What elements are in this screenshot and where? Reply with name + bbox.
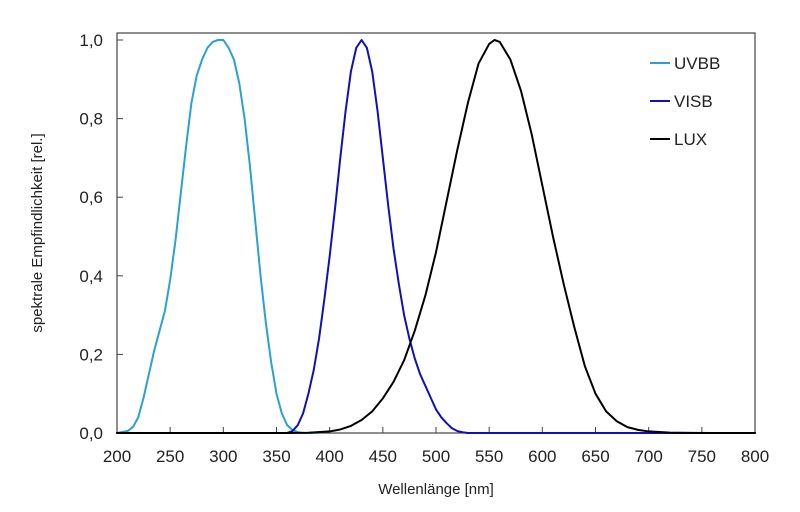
series-line-uvbb [116,39,321,434]
y-tick-label: 0,8 [79,110,103,129]
series-line-visb [116,39,756,434]
x-tick-label: 400 [315,447,343,466]
x-tick-label: 250 [156,447,184,466]
y-tick-label: 0,0 [79,424,103,443]
legend-label-lux: LUX [674,130,707,149]
plot-area-frame [116,32,756,434]
legend-label-visb: VISB [674,92,713,111]
x-tick-label: 350 [262,447,290,466]
x-tick-label: 450 [369,447,397,466]
legend: UVBB VISB LUX [650,54,720,149]
series-lines [116,39,756,434]
x-tick-label: 200 [103,447,131,466]
y-axis: 0,0 0,2 0,4 0,6 0,8 1,0 [79,31,123,443]
series-line-lux [116,39,756,434]
y-tick-label: 0,2 [79,345,103,364]
x-tick-label: 700 [634,447,662,466]
x-tick-label: 800 [741,447,769,466]
x-tick-label: 500 [422,447,450,466]
legend-label-uvbb: UVBB [674,54,720,73]
x-tick-label: 300 [209,447,237,466]
y-axis-label: spektrale Empfindlichkeit [rel.] [29,133,46,332]
y-tick-label: 0,6 [79,188,103,207]
x-tick-label: 650 [581,447,609,466]
x-axis-label: Wellenlänge [nm] [378,481,494,498]
x-tick-label: 550 [475,447,503,466]
x-tick-label: 600 [528,447,556,466]
x-tick-label: 750 [688,447,716,466]
x-axis: 200 250 300 350 400 450 500 550 600 650 700 750 800 [103,427,769,466]
y-tick-label: 1,0 [79,31,103,50]
y-tick-label: 0,4 [79,267,103,286]
